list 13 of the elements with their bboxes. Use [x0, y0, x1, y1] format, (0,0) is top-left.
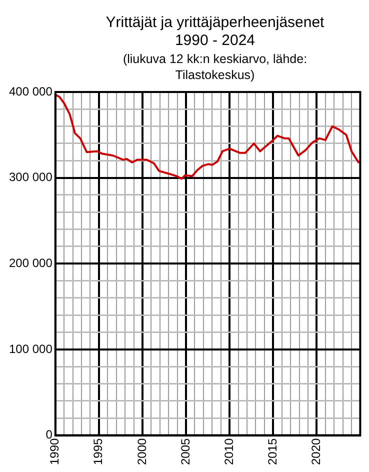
x-tick-label: 2000 — [134, 438, 149, 466]
x-tick-label: 1990 — [48, 438, 62, 466]
x-tick-label: 2020 — [308, 438, 323, 466]
y-tick-label: 100 000 — [8, 342, 53, 356]
x-tick-label: 2010 — [222, 438, 236, 466]
x-tick-label: 2005 — [178, 438, 192, 466]
x-tick-label: 1995 — [91, 438, 106, 466]
chart-subtitle: (liukuva 12 kk:n keskiarvo, lähde: Tilastokeskus) — [122, 51, 308, 83]
y-tick-label: 300 000 — [8, 170, 53, 184]
y-tick-label: 400 000 — [8, 84, 53, 98]
x-tick-label: 2015 — [265, 438, 280, 466]
chart-title: Yrittäjät ja yrittäjäperheenjäsenet 1990 - 2024 — [104, 14, 326, 50]
y-tick-label: 200 000 — [8, 256, 53, 270]
